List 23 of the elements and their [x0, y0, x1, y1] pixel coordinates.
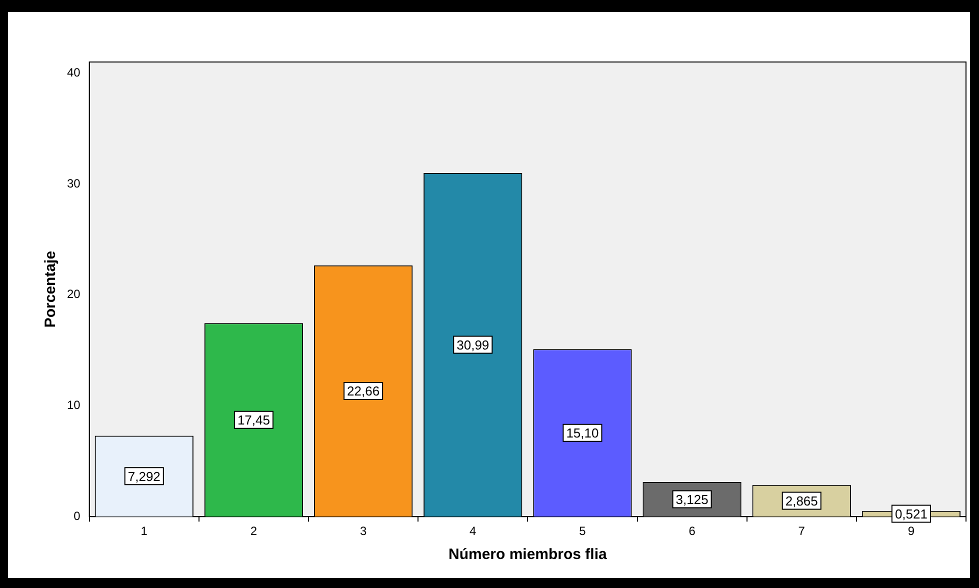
x-tick-label: 5: [579, 524, 586, 538]
y-tick-label: 30: [66, 176, 81, 190]
y-tick-label: 10: [66, 398, 81, 412]
y-tick-label: 40: [66, 65, 81, 80]
x-tick-label: 1: [140, 524, 148, 538]
data-label: 30,99: [456, 337, 490, 352]
data-label: 0,521: [894, 506, 928, 522]
data-label: 17,45: [237, 412, 270, 428]
x-tick-label: 4: [470, 524, 477, 538]
data-label: 2,865: [785, 493, 818, 508]
x-axis-title: Número miembros flia: [448, 546, 608, 564]
x-tick-label: 2: [250, 524, 258, 538]
y-tick-label: 20: [66, 287, 81, 302]
data-label: 3,125: [676, 492, 708, 507]
data-label: 7,292: [128, 468, 160, 484]
x-tick-label: 6: [688, 524, 696, 538]
x-tick-label: 9: [908, 524, 915, 538]
data-label: 15,10: [566, 425, 599, 440]
x-tick-label: 7: [798, 524, 806, 538]
y-tick-label: 0: [74, 508, 81, 523]
x-tick-label: 3: [360, 524, 367, 538]
y-axis-title: Porcentaje: [42, 250, 60, 328]
data-label: 22,66: [347, 384, 380, 399]
